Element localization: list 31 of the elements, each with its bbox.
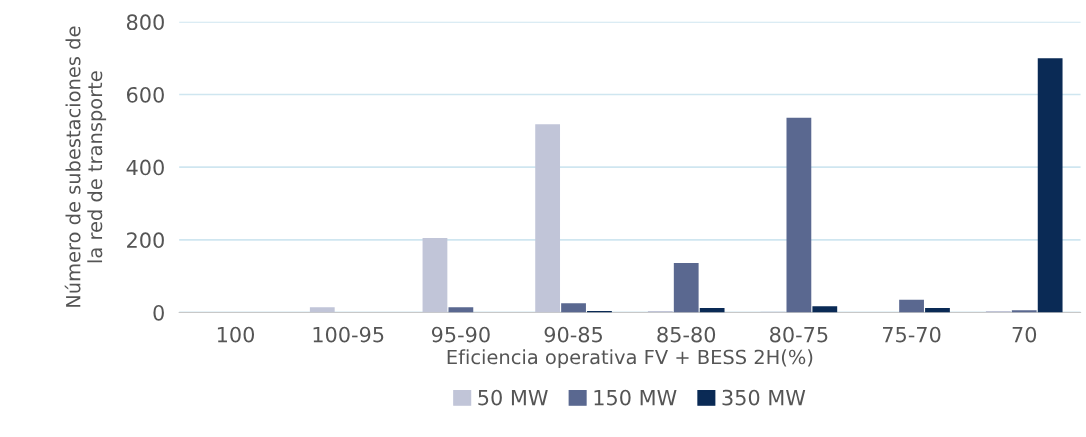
x-tick-label: 95-90: [431, 326, 490, 343]
bar: [812, 306, 838, 313]
x-tick-label: 80-75: [770, 326, 828, 343]
bar: [899, 299, 924, 313]
bar: [1037, 58, 1063, 313]
bar: [309, 307, 335, 313]
y-tick-label: 800: [126, 14, 164, 31]
x-tick-label: 100-95: [313, 326, 384, 343]
x-tick-label: 100: [217, 326, 255, 343]
x-tick-label: 85-80: [657, 326, 716, 343]
y-tick-label: 400: [126, 159, 164, 176]
x-tick-label: 75-70: [883, 326, 941, 343]
bar: [925, 308, 950, 313]
bar: [786, 117, 812, 313]
bar: [673, 263, 699, 313]
y-tick-label: 600: [126, 86, 164, 103]
bar: [422, 237, 448, 313]
legend-label: 350 MW: [722, 389, 806, 406]
x-tick-label: 90-85: [544, 326, 602, 343]
bar: [448, 307, 474, 313]
bar: [1011, 310, 1037, 313]
x-axis-title: Eficiencia operativa FV + BESS 2H(%): [447, 349, 813, 369]
y-tick-label: 200: [127, 232, 164, 249]
x-tick-label: 70: [1012, 326, 1037, 343]
legend-label: 150 MW: [594, 389, 677, 406]
bar: [561, 303, 586, 313]
bar: [699, 308, 725, 313]
y-tick-label: 0: [153, 304, 164, 321]
legend-label: 50 MW: [478, 389, 548, 406]
y-axis-title: Número de subestaciones de la red de transporte: [64, 26, 107, 307]
bar: [535, 124, 561, 313]
